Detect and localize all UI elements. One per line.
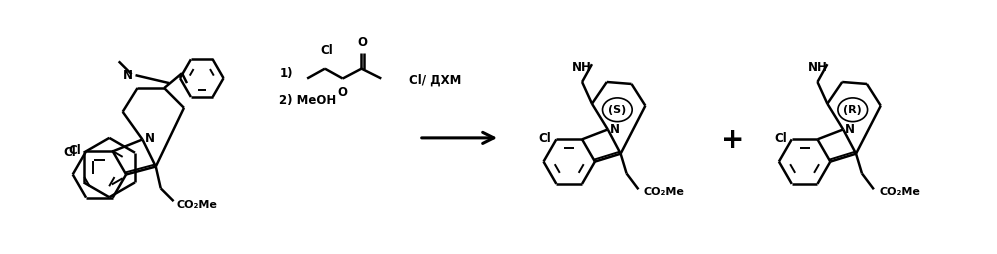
Text: CO₂Me: CO₂Me xyxy=(176,200,217,210)
Text: Cl: Cl xyxy=(69,144,81,157)
Text: N: N xyxy=(145,132,155,145)
Text: (S): (S) xyxy=(608,105,626,115)
Text: O: O xyxy=(338,86,348,100)
Text: (R): (R) xyxy=(843,105,862,115)
Text: N: N xyxy=(845,123,855,136)
Text: N: N xyxy=(610,123,620,136)
Text: CO₂Me: CO₂Me xyxy=(879,187,920,197)
Text: NH: NH xyxy=(572,61,592,74)
Text: Cl: Cl xyxy=(774,132,787,145)
Text: NH: NH xyxy=(808,61,828,74)
Text: 1): 1) xyxy=(279,67,293,80)
Text: Cl/ ДХМ: Cl/ ДХМ xyxy=(409,74,462,87)
Text: Cl: Cl xyxy=(320,44,333,57)
Text: CO₂Me: CO₂Me xyxy=(644,187,685,197)
Text: +: + xyxy=(721,126,744,154)
Text: O: O xyxy=(358,36,368,49)
Text: Cl: Cl xyxy=(63,146,76,159)
Text: 2) MeOH: 2) MeOH xyxy=(279,94,337,107)
Text: N: N xyxy=(123,69,133,82)
Text: Cl: Cl xyxy=(538,132,551,145)
